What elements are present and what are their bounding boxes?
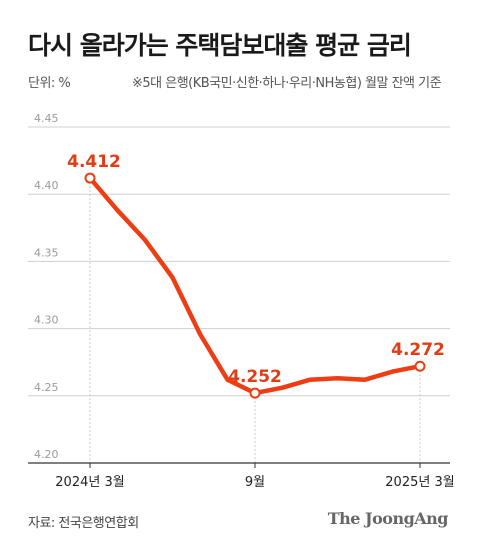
brand-logo: The JoongAng: [327, 509, 449, 528]
y-tick-label: 4.40: [34, 179, 59, 192]
data-marker: [84, 172, 96, 184]
y-tick-label: 4.25: [34, 381, 59, 394]
y-tick-label: 4.35: [34, 246, 59, 259]
series-line: [87, 175, 423, 396]
data-marker: [414, 360, 426, 372]
gridlines: [28, 126, 450, 397]
data-labels: 4.412 4.252 4.272: [67, 152, 445, 387]
data-label: 4.272: [391, 340, 445, 360]
data-markers: [84, 172, 426, 399]
data-label: 4.412: [67, 152, 121, 172]
x-axis-ticks: 2024년 3월 9월 2025년 3월: [55, 463, 455, 490]
y-tick-label: 4.45: [34, 112, 59, 125]
y-tick-label: 4.20: [34, 448, 59, 461]
x-tick-label: 2025년 3월: [385, 475, 454, 490]
unit-label: 단위: %: [28, 76, 71, 91]
x-tick-label: 2024년 3월: [55, 475, 124, 490]
source-label: 자료: 전국은행연합회: [28, 516, 139, 531]
guide-lines: [89, 178, 421, 463]
y-axis-ticks: 4.20 4.25 4.30 4.35 4.40 4.45: [34, 112, 59, 461]
x-tick-label: 9월: [245, 475, 265, 490]
chart-title: 다시 올라가는 주택담보대출 평균 금리: [28, 31, 412, 60]
chart-note: ※5대 은행(KB국민·신한·하나·우리·NH농협) 월말 잔액 기준: [132, 76, 442, 91]
data-label: 4.252: [228, 367, 282, 387]
y-tick-label: 4.30: [34, 314, 59, 327]
data-marker: [249, 387, 261, 399]
